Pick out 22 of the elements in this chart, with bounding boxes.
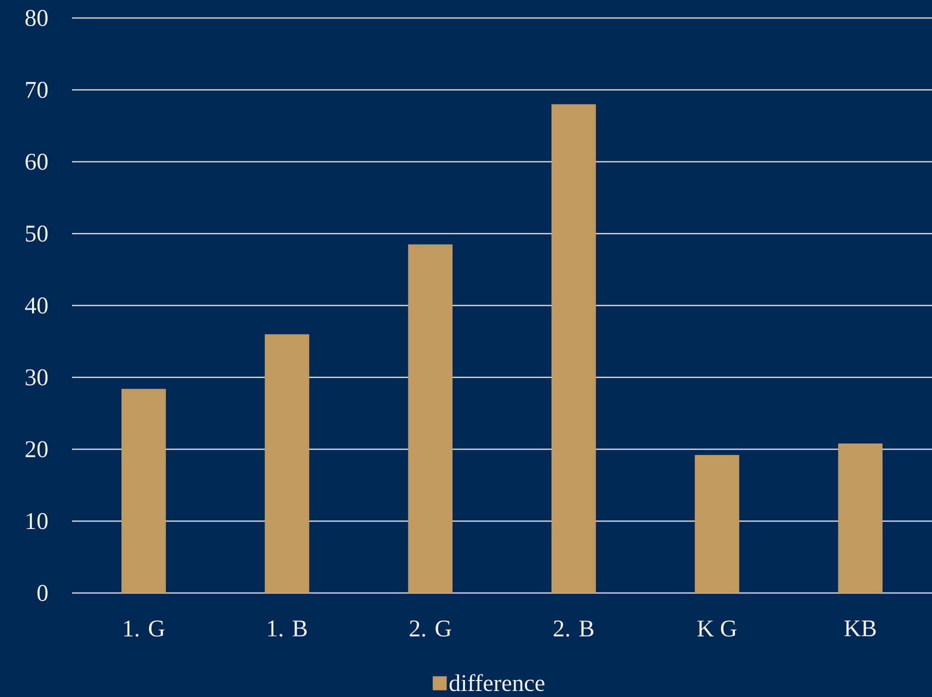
y-tick-label: 80	[25, 10, 48, 26]
x-tick-label: KB	[844, 620, 876, 636]
bar	[264, 334, 310, 593]
y-tick-label: 10	[26, 513, 48, 530]
y-tick-label: 50	[26, 226, 48, 242]
x-tick-label: 1. B	[268, 620, 307, 637]
x-tick-label: 2. G	[410, 620, 452, 637]
x-tick-label: 1. G	[124, 620, 164, 637]
y-tick-label: 30	[26, 369, 48, 386]
x-tick-label: K G	[697, 620, 736, 637]
bar	[838, 444, 883, 593]
y-tick-label: 60	[26, 154, 48, 170]
bar	[121, 388, 166, 593]
y-tick-label: 70	[26, 82, 48, 98]
bar	[551, 104, 596, 593]
bar	[694, 455, 740, 593]
y-tick-label: 40	[25, 297, 48, 314]
bar	[408, 244, 453, 593]
x-tick-label: 2. B	[554, 620, 594, 637]
y-tick-label: 20	[26, 441, 48, 458]
legend-label: difference	[450, 674, 544, 692]
y-tick-label: 0	[37, 584, 48, 602]
